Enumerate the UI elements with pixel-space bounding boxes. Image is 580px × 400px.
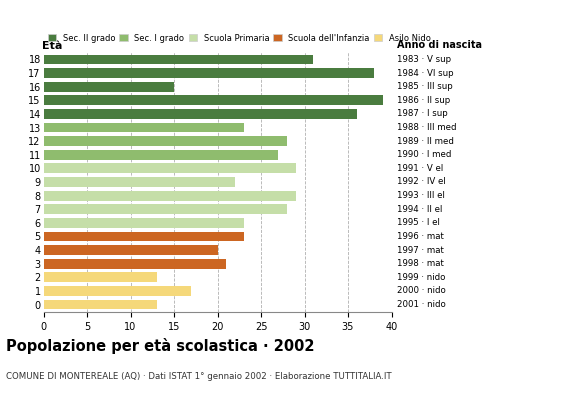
Text: Popolazione per età scolastica · 2002: Popolazione per età scolastica · 2002 bbox=[6, 338, 314, 354]
Text: 1983 · V sup: 1983 · V sup bbox=[397, 55, 451, 64]
Text: COMUNE DI MONTEREALE (AQ) · Dati ISTAT 1° gennaio 2002 · Elaborazione TUTTITALIA: COMUNE DI MONTEREALE (AQ) · Dati ISTAT 1… bbox=[6, 372, 392, 381]
Bar bbox=[44, 82, 174, 92]
Text: 1984 · VI sup: 1984 · VI sup bbox=[397, 68, 454, 78]
Text: 1991 · V el: 1991 · V el bbox=[397, 164, 444, 173]
Text: 1986 · II sup: 1986 · II sup bbox=[397, 96, 451, 105]
Text: 1995 · I el: 1995 · I el bbox=[397, 218, 440, 227]
Text: 1985 · III sup: 1985 · III sup bbox=[397, 82, 453, 91]
Bar bbox=[44, 164, 296, 173]
Bar bbox=[44, 191, 296, 200]
Text: Età: Età bbox=[42, 41, 62, 51]
Text: 2001 · nido: 2001 · nido bbox=[397, 300, 446, 309]
Bar bbox=[44, 300, 157, 310]
Bar bbox=[44, 136, 287, 146]
Bar bbox=[44, 286, 191, 296]
Text: 1988 · III med: 1988 · III med bbox=[397, 123, 457, 132]
Text: 1992 · IV el: 1992 · IV el bbox=[397, 178, 446, 186]
Text: Anno di nascita: Anno di nascita bbox=[397, 40, 483, 50]
Bar bbox=[44, 109, 357, 119]
Bar bbox=[44, 218, 244, 228]
Text: 1990 · I med: 1990 · I med bbox=[397, 150, 452, 159]
Bar bbox=[44, 272, 157, 282]
Text: 2000 · nido: 2000 · nido bbox=[397, 286, 446, 296]
Bar bbox=[44, 177, 235, 187]
Bar bbox=[44, 123, 244, 132]
Bar bbox=[44, 68, 374, 78]
Bar bbox=[44, 245, 218, 255]
Text: 1994 · II el: 1994 · II el bbox=[397, 205, 443, 214]
Text: 1997 · mat: 1997 · mat bbox=[397, 246, 444, 254]
Text: 1996 · mat: 1996 · mat bbox=[397, 232, 444, 241]
Text: 1987 · I sup: 1987 · I sup bbox=[397, 110, 448, 118]
Text: 1993 · III el: 1993 · III el bbox=[397, 191, 445, 200]
Bar bbox=[44, 259, 226, 268]
Bar bbox=[44, 204, 287, 214]
Bar bbox=[44, 96, 383, 105]
Text: 1989 · II med: 1989 · II med bbox=[397, 137, 454, 146]
Bar bbox=[44, 54, 313, 64]
Text: 1999 · nido: 1999 · nido bbox=[397, 273, 445, 282]
Legend: Sec. II grado, Sec. I grado, Scuola Primaria, Scuola dell'Infanzia, Asilo Nido: Sec. II grado, Sec. I grado, Scuola Prim… bbox=[48, 34, 431, 43]
Bar bbox=[44, 150, 278, 160]
Text: 1998 · mat: 1998 · mat bbox=[397, 259, 444, 268]
Bar bbox=[44, 232, 244, 241]
